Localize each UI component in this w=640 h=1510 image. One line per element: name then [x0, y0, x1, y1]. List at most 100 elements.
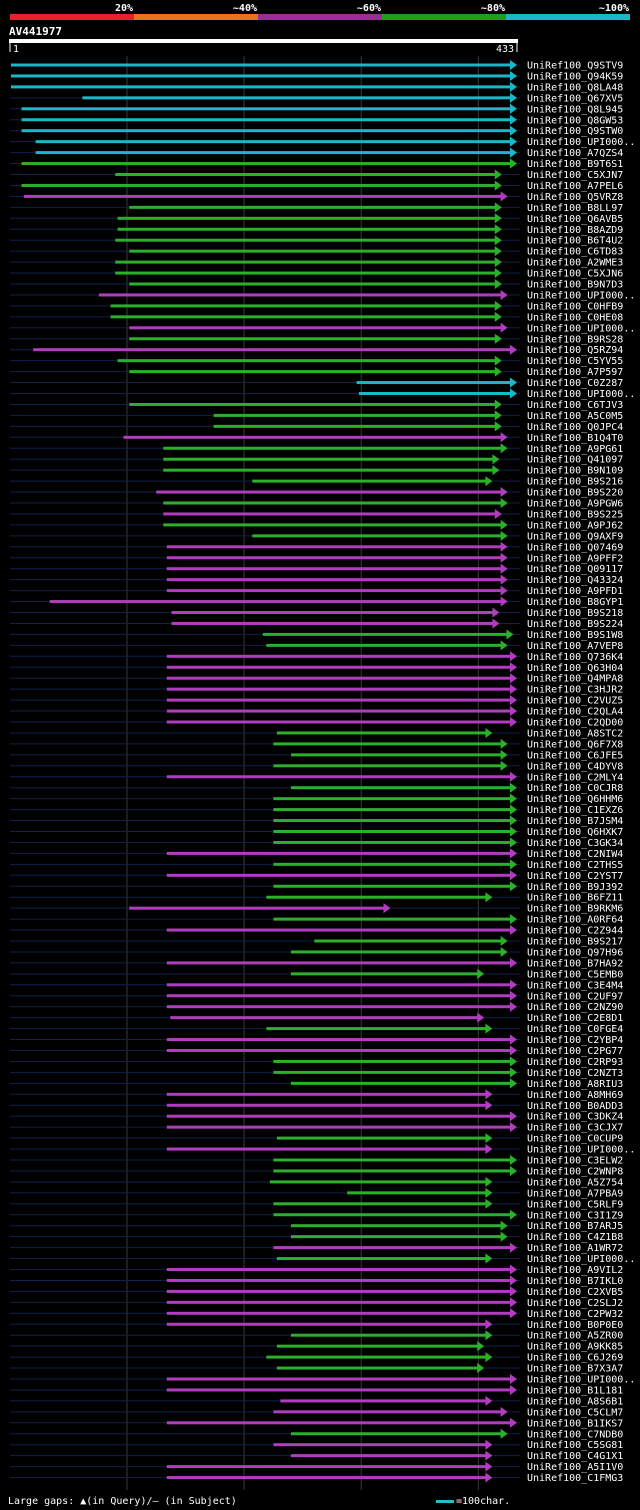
hit-label[interactable]: UniRef100_A8S6B1: [527, 1396, 623, 1407]
hit-row[interactable]: UniRef100_A7QZS4: [10, 147, 623, 160]
hit-label[interactable]: UniRef100_B9S224: [527, 619, 623, 630]
hit-label[interactable]: UniRef100_C2NIW4: [527, 849, 623, 860]
hit-label[interactable]: UniRef100_C3HJR2: [527, 685, 623, 696]
hit-label[interactable]: UniRef100_UPI000..: [527, 290, 635, 301]
hit-label[interactable]: UniRef100_Q07469: [527, 542, 623, 553]
hit-label[interactable]: UniRef100_C2E8D1: [527, 1013, 623, 1024]
hit-label[interactable]: UniRef100_C2XVB5: [527, 1287, 623, 1298]
hit-label[interactable]: UniRef100_B7X3A7: [527, 1364, 623, 1375]
hit-row[interactable]: UniRef100_A5ZR00: [10, 1330, 623, 1342]
hit-label[interactable]: UniRef100_C2MLY4: [527, 772, 623, 783]
hit-label[interactable]: UniRef100_C5YV55: [527, 356, 623, 367]
hit-label[interactable]: UniRef100_C1FMG3: [527, 1473, 623, 1484]
hit-row[interactable]: UniRef100_C2UF97: [10, 990, 623, 1003]
hit-row[interactable]: UniRef100_C0CJR8: [10, 782, 623, 795]
hit-row[interactable]: UniRef100_Q6HXK7: [10, 826, 623, 839]
hit-row[interactable]: UniRef100_C0Z287: [10, 377, 623, 390]
hit-label[interactable]: UniRef100_C2UF97: [527, 991, 623, 1002]
hit-row[interactable]: UniRef100_C5RLF9: [10, 1198, 623, 1211]
hit-row[interactable]: UniRef100_Q8LA48: [10, 81, 623, 94]
hit-label[interactable]: UniRef100_A5I1V0: [527, 1462, 623, 1473]
hit-row[interactable]: UniRef100_C2MLY4: [10, 771, 623, 784]
hit-row[interactable]: UniRef100_Q0JPC4: [10, 421, 623, 433]
hit-label[interactable]: UniRef100_Q09117: [527, 564, 623, 575]
hit-label[interactable]: UniRef100_UPI000..: [527, 1145, 635, 1156]
hit-label[interactable]: UniRef100_B9S216: [527, 477, 623, 488]
hit-label[interactable]: UniRef100_A7PEL6: [527, 181, 623, 192]
hit-row[interactable]: UniRef100_B7JSM4: [10, 815, 623, 828]
hit-row[interactable]: UniRef100_A7PEL6: [10, 180, 623, 192]
hit-row[interactable]: UniRef100_B8GYP1: [10, 596, 623, 609]
hit-label[interactable]: UniRef100_B9RS28: [527, 334, 623, 345]
hit-label[interactable]: UniRef100_A8STC2: [527, 728, 623, 739]
hit-row[interactable]: UniRef100_C1EXZ6: [10, 804, 623, 817]
hit-label[interactable]: UniRef100_Q94K59: [527, 71, 623, 82]
hit-row[interactable]: UniRef100_Q43324: [10, 574, 623, 587]
hit-row[interactable]: UniRef100_A9PJ62: [10, 519, 623, 532]
hit-row[interactable]: UniRef100_UPI000..: [10, 289, 635, 302]
hit-row[interactable]: UniRef100_C2RP93: [10, 1056, 623, 1068]
hit-row[interactable]: UniRef100_C2VUZ5: [10, 695, 623, 707]
hit-label[interactable]: UniRef100_C6TD83: [527, 247, 623, 258]
hit-label[interactable]: UniRef100_B9N7D3: [527, 280, 623, 291]
hit-row[interactable]: UniRef100_B9S217: [10, 936, 623, 948]
hit-label[interactable]: UniRef100_C5EMB0: [527, 969, 623, 980]
hit-row[interactable]: UniRef100_C2XVB5: [10, 1286, 623, 1298]
hit-label[interactable]: UniRef100_B9T6S1: [527, 159, 623, 170]
hit-row[interactable]: UniRef100_C2THS5: [10, 859, 623, 871]
hit-row[interactable]: UniRef100_A9PG61: [10, 443, 623, 455]
hit-row[interactable]: UniRef100_C2NZT3: [10, 1067, 623, 1079]
hit-row[interactable]: UniRef100_C2NZ90: [10, 1001, 623, 1014]
hit-label[interactable]: UniRef100_C2RP93: [527, 1057, 623, 1068]
hit-row[interactable]: UniRef100_Q9AXF9: [10, 530, 623, 543]
hit-row[interactable]: UniRef100_A7P597: [10, 366, 623, 379]
hit-row[interactable]: UniRef100_B9N109: [10, 465, 623, 477]
hit-row[interactable]: UniRef100_UPI000..: [10, 388, 635, 401]
hit-label[interactable]: UniRef100_C0HE08: [527, 312, 623, 323]
hit-row[interactable]: UniRef100_A7VEP8: [10, 640, 623, 652]
hit-row[interactable]: UniRef100_Q736K4: [10, 651, 623, 663]
hit-row[interactable]: UniRef100_B9S1W8: [10, 629, 623, 641]
hit-label[interactable]: UniRef100_Q67XV5: [527, 93, 623, 104]
hit-row[interactable]: UniRef100_B9S218: [10, 607, 623, 620]
hit-row[interactable]: UniRef100_C0CUP9: [10, 1133, 623, 1145]
hit-label[interactable]: UniRef100_B6T4U2: [527, 236, 623, 247]
hit-row[interactable]: UniRef100_C2YBP4: [10, 1034, 623, 1047]
hit-label[interactable]: UniRef100_C3DKZ4: [527, 1112, 623, 1123]
hit-row[interactable]: UniRef100_Q97H96: [10, 946, 623, 959]
hit-label[interactable]: UniRef100_B9S217: [527, 937, 623, 948]
hit-label[interactable]: UniRef100_Q63H04: [527, 663, 623, 674]
hit-label[interactable]: UniRef100_C0Z287: [527, 378, 623, 389]
hit-row[interactable]: UniRef100_B9RKM6: [10, 903, 623, 915]
hit-label[interactable]: UniRef100_B9S1W8: [527, 630, 623, 641]
hit-label[interactable]: UniRef100_C0FGE4: [527, 1024, 623, 1035]
hit-label[interactable]: UniRef100_UPI000..: [527, 389, 635, 400]
hit-row[interactable]: UniRef100_Q07469: [10, 541, 623, 554]
hit-label[interactable]: UniRef100_C0CJR8: [527, 783, 623, 794]
hit-label[interactable]: UniRef100_B9RKM6: [527, 904, 623, 915]
hit-label[interactable]: UniRef100_A2WME3: [527, 258, 623, 269]
hit-row[interactable]: UniRef100_A9PFF2: [10, 552, 623, 565]
hit-row[interactable]: UniRef100_C2WNP8: [10, 1165, 623, 1178]
hit-label[interactable]: UniRef100_B7IKL0: [527, 1276, 623, 1287]
hit-row[interactable]: UniRef100_A0RF64: [10, 914, 623, 926]
hit-row[interactable]: UniRef100_UPI000..: [10, 136, 635, 149]
hit-row[interactable]: UniRef100_Q41097: [10, 454, 623, 466]
hit-row[interactable]: UniRef100_B9RS28: [10, 333, 623, 346]
hit-row[interactable]: UniRef100_B9J392: [10, 881, 623, 893]
hit-label[interactable]: UniRef100_Q9AXF9: [527, 531, 623, 542]
hit-row[interactable]: UniRef100_C5YV55: [10, 355, 623, 368]
hit-label[interactable]: UniRef100_UPI000..: [527, 323, 635, 334]
hit-label[interactable]: UniRef100_C2QLA4: [527, 707, 623, 718]
hit-label[interactable]: UniRef100_B0ADD3: [527, 1101, 623, 1112]
hit-label[interactable]: UniRef100_B0P0E0: [527, 1320, 623, 1331]
hit-row[interactable]: UniRef100_B9S216: [10, 476, 623, 488]
hit-label[interactable]: UniRef100_A7VEP8: [527, 641, 623, 652]
hit-label[interactable]: UniRef100_C2QD00: [527, 718, 623, 729]
hit-label[interactable]: UniRef100_A1WR72: [527, 1243, 623, 1254]
hit-row[interactable]: UniRef100_UPI000..: [10, 1374, 635, 1386]
hit-row[interactable]: UniRef100_C6TD83: [10, 246, 623, 258]
hit-row[interactable]: UniRef100_A5Z754: [10, 1176, 623, 1189]
hit-label[interactable]: UniRef100_C4DYV8: [527, 761, 623, 772]
hit-label[interactable]: UniRef100_B8AZD9: [527, 225, 623, 236]
